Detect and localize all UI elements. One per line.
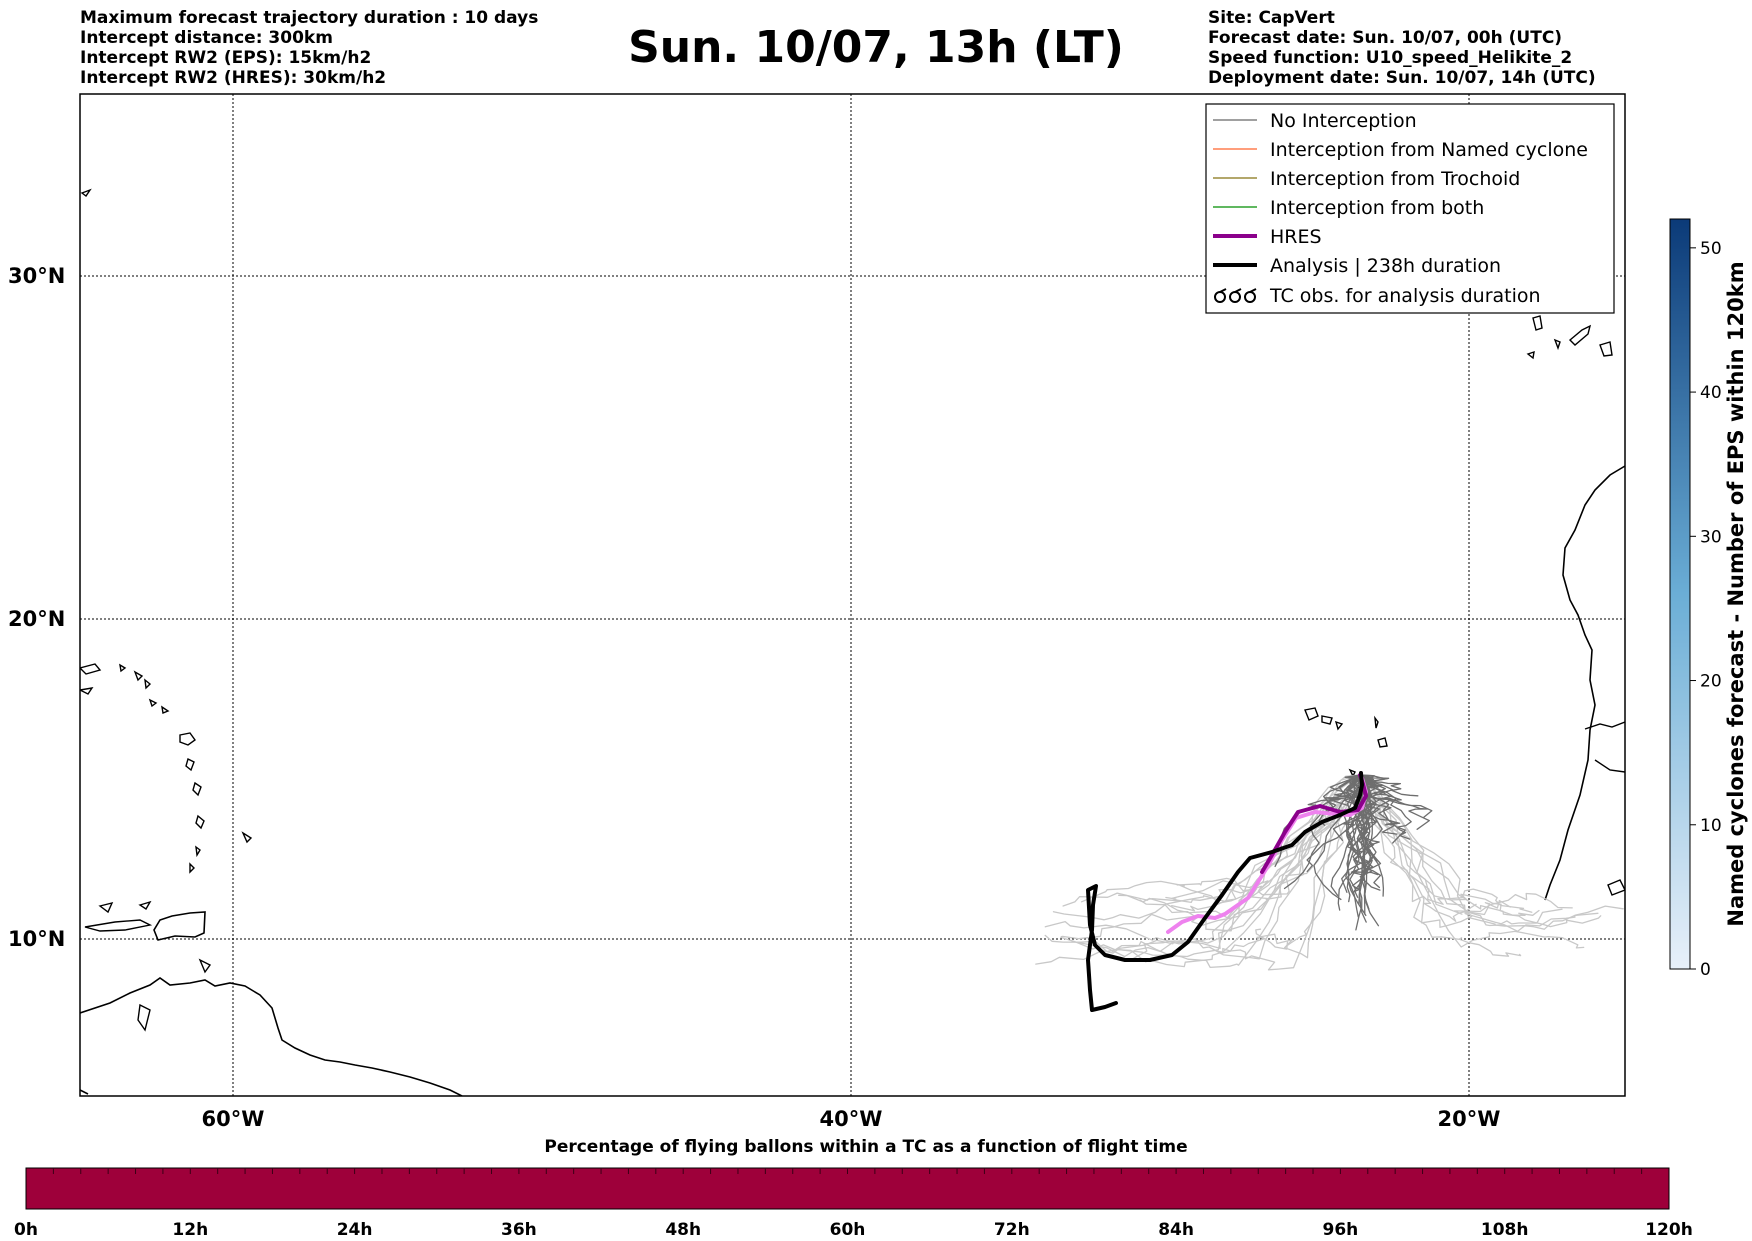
bottom-colorbar-tick-label: 24h xyxy=(337,1220,373,1240)
header-left: Maximum forecast trajectory duration : 1… xyxy=(80,8,538,88)
lon-label-60w: 60°W xyxy=(202,1107,265,1131)
bottom-colorbar-tick-label: 48h xyxy=(665,1220,701,1240)
coastline-africa xyxy=(1544,465,1625,901)
trajectory-eps-member xyxy=(1306,774,1373,873)
trajectory-hres xyxy=(1260,773,1368,874)
right-colorbar-tick-label: 40 xyxy=(1700,383,1722,403)
right-colorbar-tick-label: 30 xyxy=(1700,527,1722,547)
legend-label: Interception from Trochoid xyxy=(1270,168,1520,190)
bottom-colorbar-bar xyxy=(25,1167,1670,1210)
trajectory-eps-member xyxy=(1359,774,1599,932)
bottom-colorbar-tick-label: 72h xyxy=(994,1220,1030,1240)
right-colorbar-label: Named cyclones forecast - Number of EPS … xyxy=(1724,261,1748,926)
bottom-colorbar-ticks: 0h 12h 24h 36h 48h 60h 72h 84h 96h 108h 120h xyxy=(14,1168,1693,1240)
island-trinidad xyxy=(153,911,206,941)
right-colorbar-ticks: 0 10 20 30 40 50 xyxy=(1690,239,1722,980)
islands-bijagos xyxy=(1607,879,1625,896)
trajectory-eps-member xyxy=(1359,774,1624,930)
trajectory-eps-member xyxy=(1359,774,1573,915)
coastline-guyana xyxy=(80,1089,89,1095)
trajectory-eps-member xyxy=(1283,774,1361,890)
bottom-colorbar-tick-label: 12h xyxy=(172,1220,208,1240)
lon-label-40w: 40°W xyxy=(820,1107,883,1131)
header-right-line: Speed function: U10_speed_Helikite_2 xyxy=(1208,48,1573,68)
trajectory-eps-member xyxy=(1359,774,1522,957)
bottom-colorbar-tick-label: 60h xyxy=(830,1220,866,1240)
trajectory-eps-member xyxy=(1359,774,1419,797)
legend-label: HRES xyxy=(1270,226,1322,248)
trajectory-eps-member xyxy=(1118,774,1361,903)
trajectory-eps-member xyxy=(1132,774,1361,960)
legend-label: TC obs. for analysis duration xyxy=(1269,285,1541,307)
bottom-colorbar: Percentage of flying ballons within a TC… xyxy=(14,1137,1693,1240)
trajectory-eps-member xyxy=(1347,774,1368,917)
trajectory-eps-member xyxy=(1216,774,1361,971)
trajectory-eps-member xyxy=(1348,774,1381,891)
trajectory-eps-member xyxy=(1171,774,1361,912)
bottom-colorbar-tick-label: 108h xyxy=(1481,1220,1529,1240)
header-right-line: Site: CapVert xyxy=(1208,8,1335,28)
right-colorbar: 0 10 20 30 40 50 Named cyclones forecast - Nu… xyxy=(1669,218,1748,980)
trajectory-eps-member xyxy=(1359,774,1380,862)
legend-label: Interception from both xyxy=(1270,197,1484,219)
page-title: Sun. 10/07, 13h (LT) xyxy=(628,22,1124,73)
header-left-line: Intercept RW2 (HRES): 30km/h2 xyxy=(80,68,387,88)
right-colorbar-tick-label: 20 xyxy=(1700,672,1722,692)
lat-label-20n: 20°N xyxy=(8,607,65,631)
trajectory-eps-member xyxy=(1176,774,1361,900)
trajectory-eps-member xyxy=(1075,774,1361,968)
header-right-line: Forecast date: Sun. 10/07, 00h (UTC) xyxy=(1208,28,1563,48)
coastline-guinea-bissau xyxy=(1594,759,1625,773)
coastline-south-america xyxy=(80,977,463,1096)
trajectory-eps-member xyxy=(1060,774,1361,958)
header-left-line: Intercept distance: 300km xyxy=(80,28,333,48)
trajectory-eps-member xyxy=(1359,774,1563,925)
legend: No Interception Interception from Named … xyxy=(1205,103,1615,314)
header-left-line: Maximum forecast trajectory duration : 1… xyxy=(80,8,539,28)
trajectory-eps-member xyxy=(1165,774,1361,904)
coastline-venezuela xyxy=(84,919,153,932)
lat-label-30n: 30°N xyxy=(8,264,65,288)
bottom-colorbar-title: Percentage of flying ballons within a TC… xyxy=(544,1137,1187,1157)
islands-lesser-antilles xyxy=(80,188,253,1032)
header-right: Site: CapVert Forecast date: Sun. 10/07,… xyxy=(1208,8,1596,88)
header-left-line: Intercept RW2 (EPS): 15km/h2 xyxy=(80,48,372,68)
bottom-colorbar-tick-label: 36h xyxy=(501,1220,537,1240)
legend-label: Interception from Named cyclone xyxy=(1270,139,1588,161)
trajectories xyxy=(1035,771,1624,1012)
legend-box xyxy=(1205,103,1615,314)
right-colorbar-tick-label: 0 xyxy=(1700,960,1711,980)
bottom-colorbar-tick-label: 96h xyxy=(1323,1220,1359,1240)
right-colorbar-tick-label: 10 xyxy=(1700,816,1722,836)
trajectory-analysis xyxy=(1086,771,1364,1012)
bottom-colorbar-tick-label: 84h xyxy=(1158,1220,1194,1240)
right-colorbar-bar xyxy=(1669,218,1691,970)
bottom-colorbar-tick-label: 0h xyxy=(14,1220,38,1240)
map-frame xyxy=(79,93,1626,1097)
legend-label: No Interception xyxy=(1270,110,1417,132)
trajectory-eps-member xyxy=(1359,774,1602,928)
coastline-senegal-gambia xyxy=(1584,721,1625,730)
bottom-colorbar-tick-label: 120h xyxy=(1645,1220,1693,1240)
right-colorbar-tick-label: 50 xyxy=(1700,239,1722,259)
gridlines xyxy=(80,94,1625,1096)
trajectory-eps-member xyxy=(1359,774,1477,922)
trajectory-eps-member xyxy=(1356,774,1368,923)
legend-label: Analysis | 238h duration xyxy=(1270,255,1501,277)
header-right-line: Deployment date: Sun. 10/07, 14h (UTC) xyxy=(1208,68,1596,88)
lat-label-10n: 10°N xyxy=(8,927,65,951)
islands-canary xyxy=(1526,315,1613,360)
lon-label-20w: 20°W xyxy=(1438,1107,1501,1131)
tc-obs-icon xyxy=(1214,288,1257,303)
trajectory-eps-member xyxy=(1035,774,1361,965)
